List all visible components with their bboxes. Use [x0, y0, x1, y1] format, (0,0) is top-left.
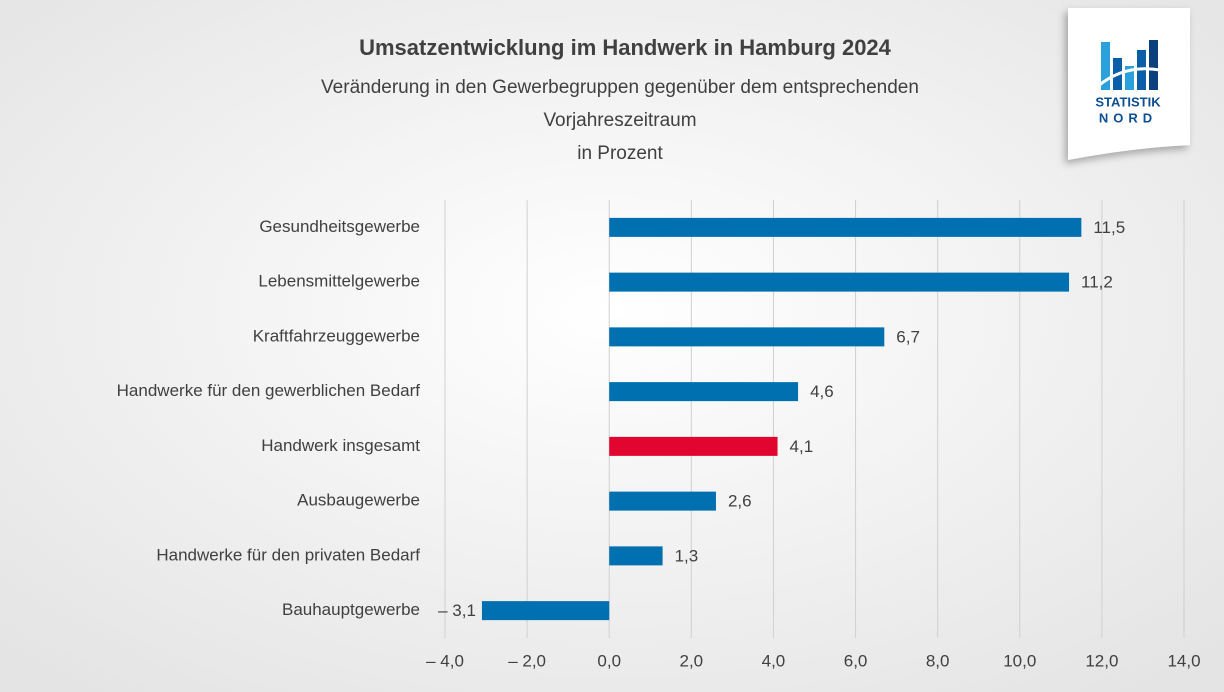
value-label: 2,6 — [728, 492, 752, 511]
value-label: 11,2 — [1081, 273, 1113, 292]
y-tick-label: Bauhauptgewerbe — [282, 600, 420, 619]
x-tick-label: 14,0 — [1167, 651, 1200, 670]
y-tick-label: Gesundheitsgewerbe — [259, 217, 420, 236]
y-tick-label: Ausbaugewerbe — [297, 491, 420, 510]
x-tick-label: 10,0 — [1003, 651, 1036, 670]
chart-subtitle: Veränderung in den Gewerbegruppen gegenü… — [321, 77, 919, 98]
x-tick-label: – 2,0 — [508, 651, 546, 670]
x-tick-label: 0,0 — [597, 651, 621, 670]
y-tick-label: Kraftfahrzeuggewerbe — [253, 326, 420, 345]
x-tick-label: 6,0 — [844, 651, 868, 670]
value-label: 11,5 — [1093, 218, 1125, 237]
logo-text: NORD — [1099, 110, 1157, 125]
y-tick-label: Lebensmittelgewerbe — [258, 272, 420, 291]
logo: STATISTIK NORD — [1068, 8, 1190, 160]
chart-subtitle: in Prozent — [577, 143, 663, 164]
bar — [609, 327, 885, 347]
x-tick-label: – 4,0 — [426, 651, 464, 670]
value-label: 4,6 — [810, 382, 834, 401]
x-tick-label: 4,0 — [762, 651, 786, 670]
x-tick-label: 8,0 — [926, 651, 950, 670]
y-tick-label: Handwerk insgesamt — [261, 436, 420, 455]
x-tick-label: 2,0 — [680, 651, 704, 670]
value-label: – 3,1 — [438, 601, 476, 620]
logo-text: STATISTIK — [1095, 94, 1161, 109]
value-label: 6,7 — [896, 327, 920, 346]
bar — [481, 601, 610, 621]
bar — [609, 217, 1082, 237]
x-tick-label: 12,0 — [1085, 651, 1118, 670]
bar — [609, 546, 663, 566]
bar — [609, 436, 778, 456]
y-tick-label: Handwerke für den privaten Bedarf — [156, 545, 420, 564]
y-tick-label: Handwerke für den gewerblichen Bedarf — [117, 381, 421, 400]
chart-subtitle: Vorjahreszeitraum — [543, 110, 696, 131]
value-label: 4,1 — [790, 437, 814, 456]
bar — [609, 491, 716, 511]
chart-title: Umsatzentwicklung im Handwerk in Hamburg… — [359, 35, 892, 60]
bar — [609, 272, 1070, 292]
bar — [609, 382, 799, 402]
value-label: 1,3 — [675, 546, 699, 565]
